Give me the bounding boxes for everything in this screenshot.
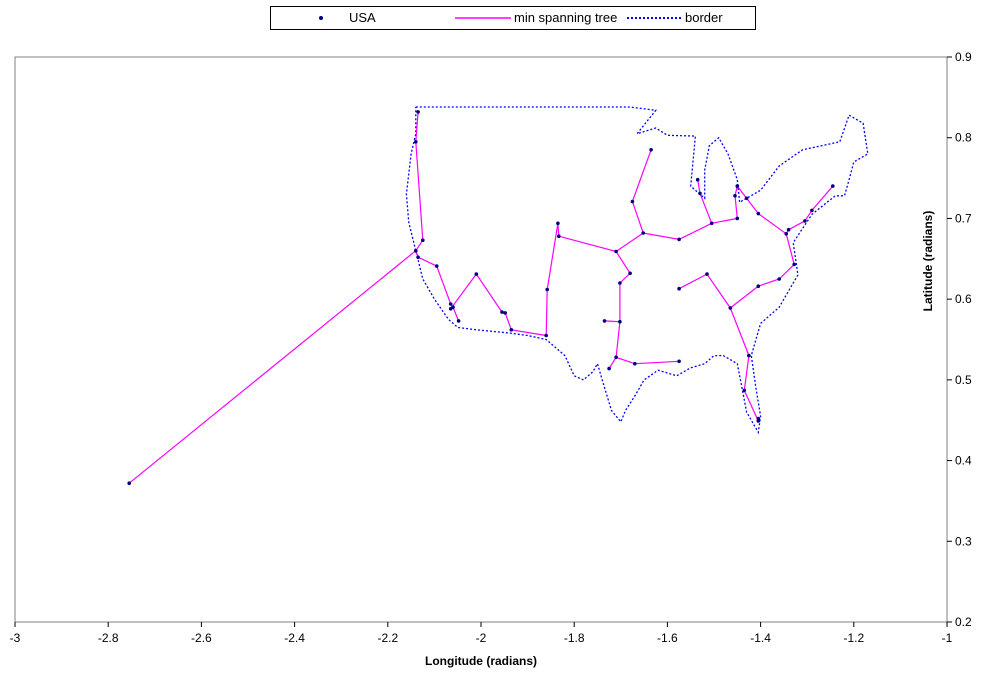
usa-point — [756, 419, 761, 423]
usa-points-layer — [127, 110, 835, 486]
usa-point — [810, 208, 814, 213]
y-tick-label: 0.8 — [955, 131, 972, 145]
usa-point — [747, 353, 751, 358]
x-tick-label: -1.8 — [564, 631, 585, 645]
usa-point — [735, 184, 740, 188]
usa-point — [456, 319, 461, 323]
y-tick-label: 0.7 — [955, 211, 972, 225]
usa-point — [742, 388, 747, 393]
x-tick-label: -2.6 — [191, 631, 212, 645]
usa-point — [803, 219, 807, 223]
usa-point — [784, 232, 788, 236]
usa-point — [127, 481, 131, 486]
usa-point — [618, 281, 622, 285]
y-tick-label: 0.3 — [955, 534, 972, 548]
usa-point — [544, 333, 548, 338]
x-tick-label: -2.2 — [377, 631, 398, 645]
x-axis-title: Longitude (radians) — [425, 654, 537, 668]
usa-point — [831, 184, 835, 188]
mst-segment — [729, 233, 795, 422]
legend-usa-swatch — [319, 16, 323, 20]
usa-point — [434, 264, 439, 268]
usa-point — [698, 191, 702, 196]
x-tick-label: -1 — [942, 631, 953, 645]
usa-point — [641, 231, 645, 235]
usa-point — [500, 310, 504, 314]
usa-point — [744, 196, 749, 201]
usa-point — [705, 272, 709, 276]
usa-point — [633, 361, 637, 366]
usa-point — [416, 110, 420, 114]
usa-point — [414, 140, 418, 144]
usa-point — [607, 366, 611, 371]
y-axis-title: Latitude (radians) — [921, 210, 935, 312]
usa-point — [602, 319, 607, 323]
legend: USA min spanning tree border — [270, 6, 756, 30]
usa-point — [421, 238, 425, 242]
usa-point — [448, 302, 453, 306]
legend-border-label: border — [685, 10, 723, 25]
border-line — [405, 106, 869, 435]
x-axis: -3 -2.8 -2.6 -2.4 -2.2 -2 -1.8 -1.6 -1.4 -1.2 -1 — [10, 622, 953, 645]
usa-point — [792, 262, 796, 267]
x-tick-label: -2 — [476, 631, 487, 645]
x-tick-label: -1.6 — [657, 631, 678, 645]
usa-point — [677, 286, 681, 291]
usa-point — [786, 227, 791, 232]
usa-point — [733, 194, 737, 198]
usa-point — [677, 359, 681, 364]
y-axis: 0.2 0.3 0.4 0.5 0.6 0.7 0.8 0.9 — [947, 50, 972, 629]
usa-point — [677, 237, 681, 242]
usa-point — [416, 255, 420, 259]
usa-point — [735, 216, 740, 221]
usa-point — [556, 221, 560, 226]
x-tick-label: -2.4 — [284, 631, 305, 645]
usa-point — [630, 199, 635, 204]
usa-point — [777, 277, 781, 281]
usa-point — [649, 148, 653, 152]
usa-point — [474, 272, 479, 276]
usa-point — [709, 221, 714, 226]
border-layer — [405, 106, 869, 435]
usa-point — [414, 248, 418, 253]
legend-usa-label: USA — [349, 10, 376, 25]
usa-point — [728, 306, 733, 310]
usa-point — [557, 234, 561, 238]
x-tick-label: -1.4 — [750, 631, 771, 645]
usa-point — [628, 271, 632, 276]
legend-mst-swatch — [455, 17, 511, 19]
usa-point — [614, 249, 618, 254]
usa-point — [448, 307, 453, 311]
x-tick-label: -2.8 — [98, 631, 119, 645]
y-tick-label: 0.4 — [955, 454, 972, 468]
mst-segment — [128, 250, 417, 484]
usa-point — [618, 319, 622, 324]
usa-point — [756, 211, 761, 216]
legend-mst-label: min spanning tree — [514, 10, 618, 25]
legend-usa-marker — [319, 16, 323, 20]
x-tick-label: -1.2 — [843, 631, 864, 645]
usa-point — [509, 328, 514, 332]
y-tick-label: 0.5 — [955, 373, 972, 387]
plot-area — [14, 56, 948, 623]
y-tick-label: 0.2 — [955, 615, 972, 629]
x-tick-label: -3 — [10, 631, 21, 645]
legend-border-swatch — [627, 17, 683, 19]
usa-point — [695, 177, 700, 182]
y-tick-label: 0.6 — [955, 292, 972, 306]
usa-point — [756, 284, 761, 289]
usa-point — [614, 355, 618, 360]
usa-point — [545, 287, 549, 292]
y-tick-label: 0.9 — [955, 50, 972, 64]
usa-point — [503, 311, 508, 315]
